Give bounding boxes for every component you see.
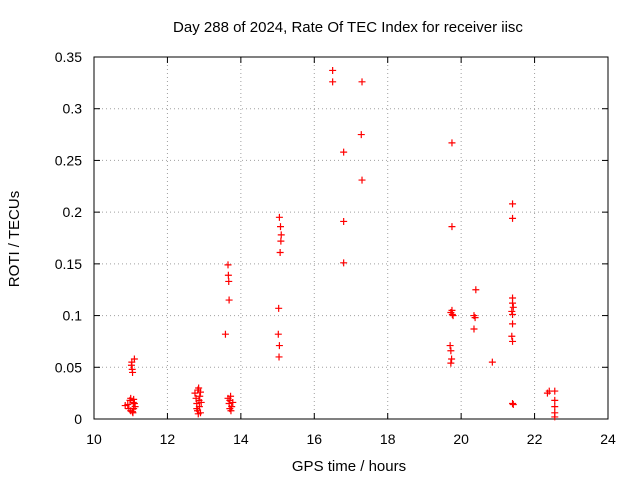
data-point: [470, 325, 478, 333]
data-point: [197, 398, 205, 406]
x-tick-label: 14: [233, 431, 249, 447]
data-point: [277, 237, 285, 245]
data-point: [551, 403, 559, 411]
data-point: [227, 392, 235, 400]
x-tick-label: 24: [600, 431, 616, 447]
data-point: [508, 332, 516, 340]
data-point: [449, 312, 457, 320]
data-point: [130, 395, 138, 403]
data-point: [471, 314, 479, 322]
data-point: [227, 407, 235, 415]
data-point: [195, 384, 203, 392]
data-point: [340, 148, 348, 156]
axis-ticks: 10 12 14 16 18 20 22 24 0 0.05 0.1 0.15 0.2 0.25 0.3 0.…: [55, 49, 616, 447]
data-point: [448, 139, 456, 147]
y-axis-label: ROTI / TECUs: [6, 191, 23, 287]
data-point: [129, 368, 137, 376]
data-point: [509, 320, 517, 328]
data-point: [127, 394, 135, 402]
data-point: [551, 396, 559, 404]
data-point: [509, 401, 517, 409]
data-point: [228, 403, 236, 411]
data-point: [340, 259, 348, 267]
x-tick-label: 20: [453, 431, 469, 447]
data-point: [448, 355, 456, 363]
data-point: [358, 176, 366, 184]
data-point: [195, 403, 203, 411]
x-tick-label: 16: [306, 431, 322, 447]
data-point: [225, 296, 233, 304]
data-point: [277, 231, 285, 239]
x-tick-label: 10: [86, 431, 102, 447]
data-point: [446, 342, 454, 350]
data-point: [509, 303, 517, 311]
data-point: [196, 388, 204, 396]
y-tick-label: 0.1: [63, 308, 83, 324]
data-point: [488, 358, 496, 366]
data-point: [274, 330, 282, 338]
data-point: [448, 223, 456, 231]
x-tick-label: 22: [527, 431, 543, 447]
data-point: [221, 330, 229, 338]
y-tick-label: 0.2: [63, 204, 83, 220]
data-point: [275, 353, 283, 361]
x-tick-label: 18: [380, 431, 396, 447]
data-point: [509, 337, 517, 345]
grid-lines: [94, 57, 608, 419]
data-point: [277, 223, 285, 231]
data-point: [194, 410, 202, 418]
y-tick-label: 0.25: [55, 152, 82, 168]
data-point: [448, 311, 456, 319]
data-point: [509, 311, 517, 319]
data-point: [509, 200, 517, 208]
data-point: [329, 66, 337, 74]
data-point: [129, 408, 137, 416]
y-tick-label: 0.15: [55, 256, 82, 272]
data-point: [131, 403, 139, 411]
data-point: [358, 78, 366, 86]
data-point: [225, 277, 233, 285]
data-point: [447, 347, 455, 355]
plot-frame: [93, 56, 609, 420]
x-tick-label: 12: [160, 431, 176, 447]
data-point: [275, 213, 283, 221]
data-point: [191, 389, 199, 397]
data-point: [130, 399, 138, 407]
data-point: [551, 387, 559, 395]
data-points: [121, 66, 559, 421]
data-point: [551, 413, 559, 421]
data-point: [509, 399, 517, 407]
data-point: [229, 398, 237, 406]
chart-title: Day 288 of 2024, Rate Of TEC Index for r…: [173, 19, 523, 36]
data-point: [357, 131, 365, 139]
data-point: [130, 355, 138, 363]
y-tick-label: 0.3: [63, 101, 83, 117]
data-point: [276, 248, 284, 256]
data-point: [509, 214, 517, 222]
y-tick-label: 0: [74, 411, 82, 427]
y-tick-label: 0.05: [55, 359, 82, 375]
data-point: [224, 271, 232, 279]
data-point: [329, 78, 337, 86]
x-axis-label: GPS time / hours: [292, 458, 406, 475]
data-point: [124, 401, 132, 409]
data-point: [275, 342, 283, 350]
y-tick-label: 0.35: [55, 49, 82, 65]
data-point: [447, 359, 455, 367]
data-point: [196, 392, 204, 400]
data-point: [509, 299, 517, 307]
data-point: [472, 286, 480, 294]
data-point: [224, 261, 232, 269]
data-point: [275, 304, 283, 312]
data-point: [340, 217, 348, 225]
data-point: [508, 307, 516, 315]
